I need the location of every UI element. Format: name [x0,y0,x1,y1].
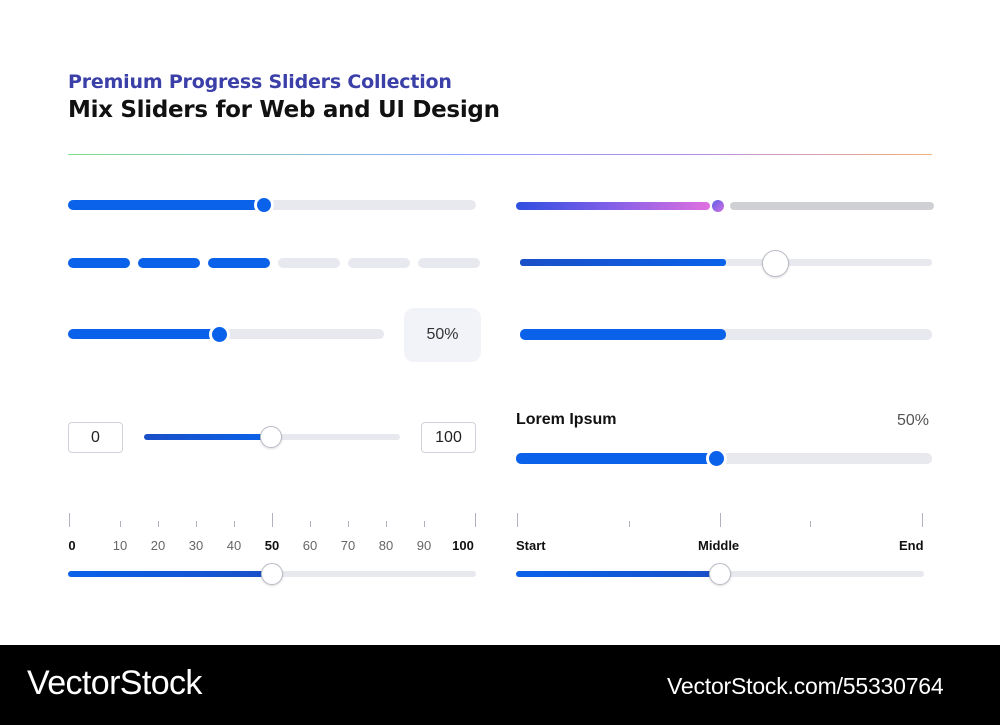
scale-tick [69,513,70,527]
slider-handle[interactable] [712,200,724,212]
scale-label: 20 [150,538,166,553]
segment-filled[interactable] [208,258,270,268]
slider-fill [68,329,220,339]
scale-label: 80 [378,538,394,553]
slider-fill [520,259,726,266]
slider-label: Lorem Ipsum [516,411,617,428]
slider-handle[interactable] [260,426,282,448]
scale-tick [348,521,349,527]
slider-fill [516,202,710,210]
slider-fill [68,200,264,210]
slider-handle[interactable] [261,563,283,585]
scale-tick [272,513,273,527]
slider-handle[interactable] [209,324,230,345]
slider-handle[interactable] [709,563,731,585]
scale-label: 10 [112,538,128,553]
scale-tick [234,521,235,527]
slider-value-label: 50% [897,412,930,429]
segment-empty[interactable] [348,258,410,268]
value-badge: 50% [404,308,481,362]
footer-url: VectorStock.com/55330764 [667,673,944,699]
min-value-input[interactable]: 0 [68,422,123,453]
slider-fill [520,329,726,340]
scale-label: 100 [452,538,474,553]
collection-subtitle: Premium Progress Sliders Collection [68,71,452,93]
scale-label: 60 [302,538,318,553]
scale-tick [810,521,811,527]
scale-tick [120,521,121,527]
max-value-input[interactable]: 100 [421,422,476,453]
footer-brand: VectorStock [27,664,202,702]
start-label: Start [516,538,546,553]
page-title: Mix Sliders for Web and UI Design [68,97,500,123]
end-label: End [899,538,924,553]
scale-label: 70 [340,538,356,553]
segment-empty[interactable] [278,258,340,268]
footer-bar [0,645,1000,725]
scale-tick [475,513,476,527]
slider-track[interactable] [730,202,934,210]
scale-tick [517,513,518,527]
slider-fill [68,571,272,577]
slider-track[interactable] [520,329,932,340]
slider-fill [516,571,720,577]
scale-tick [922,513,923,527]
segment-filled[interactable] [68,258,130,268]
scale-tick [424,521,425,527]
scale-tick [310,521,311,527]
segment-empty[interactable] [418,258,480,268]
scale-label: 30 [188,538,204,553]
slider-handle[interactable] [254,195,274,215]
scale-tick [196,521,197,527]
scale-label: 50 [264,538,280,553]
slider-fill [144,434,271,440]
middle-label: Middle [698,538,740,553]
scale-tick [386,521,387,527]
scale-tick [158,521,159,527]
slider-handle[interactable] [706,448,727,469]
scale-label: 0 [68,538,76,553]
slider-handle[interactable] [762,250,789,277]
segment-filled[interactable] [138,258,200,268]
scale-label: 40 [226,538,242,553]
scale-label: 90 [416,538,432,553]
gradient-divider [68,154,932,155]
slider-fill [516,453,716,464]
slider-track[interactable] [520,259,932,266]
scale-tick [720,513,721,527]
scale-tick [629,521,630,527]
